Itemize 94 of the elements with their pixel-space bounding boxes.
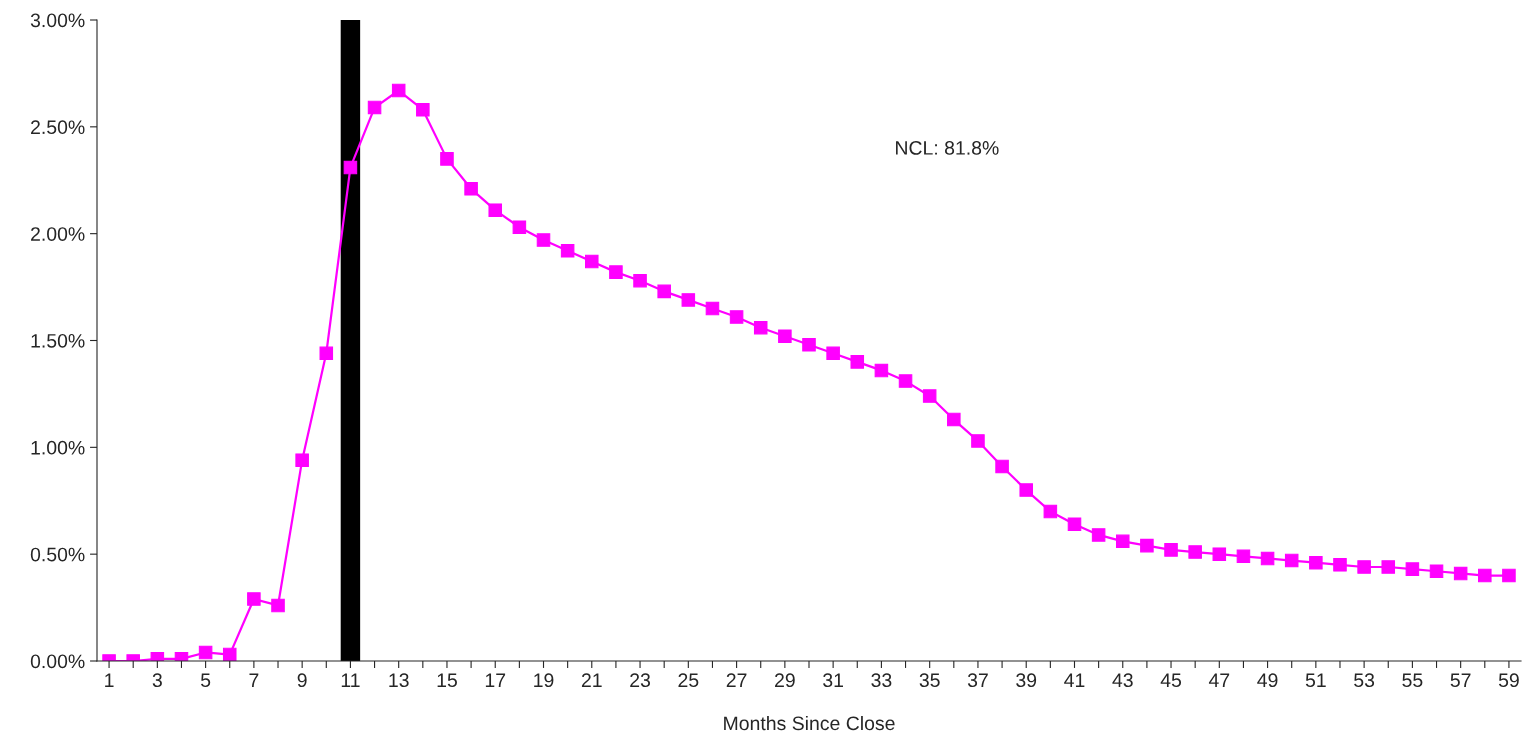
point	[1188, 545, 1202, 559]
x-tick-label: 27	[726, 673, 747, 687]
x-tick-label: 47	[1208, 673, 1230, 687]
point	[1260, 551, 1275, 566]
point	[560, 243, 575, 258]
x-tick-label: 9	[297, 673, 307, 688]
point	[874, 363, 889, 378]
point	[995, 459, 1009, 474]
point	[1115, 534, 1130, 549]
point	[440, 152, 454, 166]
point	[850, 355, 865, 369]
point	[1502, 568, 1516, 583]
point	[657, 284, 671, 299]
point	[1019, 483, 1033, 497]
x-tick-label: 59	[1498, 673, 1519, 688]
x-tick-label: 35	[919, 673, 940, 688]
point	[633, 273, 647, 288]
x-tick-label: 41	[1064, 673, 1085, 687]
point	[391, 83, 406, 98]
x-tick-label: 5	[200, 673, 211, 688]
point	[1067, 517, 1082, 532]
point	[802, 338, 816, 352]
point	[319, 346, 334, 361]
point	[416, 102, 430, 117]
y-tick-label: 2.50%	[31, 120, 85, 135]
x-tick-label: 31	[823, 673, 843, 688]
point	[681, 293, 696, 307]
point	[1309, 555, 1323, 570]
x-tick-label: 15	[437, 673, 457, 688]
point	[778, 329, 792, 343]
point	[1284, 553, 1299, 568]
x-tick-label: 7	[249, 673, 259, 687]
x-tick-label: 17	[485, 673, 506, 687]
point	[1381, 560, 1396, 574]
y-tick-label: 1.50%	[31, 333, 85, 348]
point	[198, 645, 213, 660]
point	[488, 203, 503, 217]
point	[1357, 560, 1371, 574]
point	[705, 301, 720, 316]
point	[898, 374, 913, 388]
point	[343, 160, 358, 175]
point	[1212, 547, 1227, 561]
x-tick-label: 43	[1112, 673, 1133, 688]
point	[536, 233, 551, 247]
point	[1091, 528, 1106, 542]
x-tick-label: 37	[967, 673, 988, 688]
point	[367, 100, 382, 115]
point	[1164, 543, 1178, 557]
y-tick-label: 2.00%	[31, 227, 85, 241]
x-tick-label: 19	[534, 673, 554, 688]
x-tick-label: 25	[678, 673, 699, 688]
point	[1043, 504, 1058, 519]
x-tick-label: 57	[1450, 673, 1471, 688]
y-tick-label: 1.00%	[31, 440, 85, 455]
point	[922, 389, 937, 403]
y-tick-label: 0.50%	[30, 547, 85, 562]
x-axis-title: Months Since Close	[724, 715, 895, 731]
point	[826, 346, 840, 361]
point	[271, 598, 285, 613]
point	[729, 310, 744, 324]
point	[971, 434, 985, 448]
y-tick-label: 3.00%	[30, 13, 85, 28]
x-tick-label: 33	[871, 673, 892, 688]
point	[609, 265, 623, 279]
x-tick-label: 23	[630, 673, 651, 688]
point	[464, 182, 478, 196]
x-tick-label: 11	[341, 673, 360, 687]
point	[1333, 558, 1347, 572]
x-tick-label: 55	[1402, 673, 1423, 688]
point	[1478, 568, 1492, 583]
point	[222, 647, 237, 661]
x-tick-label: 3	[152, 673, 162, 688]
point	[1405, 562, 1420, 576]
y-tick-label: 0.00%	[30, 654, 85, 669]
point	[1236, 549, 1251, 564]
x-tick-label: 21	[581, 673, 602, 687]
x-tick-label: 13	[389, 673, 409, 688]
x-tick-label: 45	[1160, 673, 1182, 688]
point	[947, 412, 961, 427]
point	[753, 320, 768, 335]
x-tick-label: 39	[1016, 673, 1037, 688]
point	[1453, 566, 1468, 581]
x-tick-label: 53	[1354, 673, 1375, 688]
x-tick-label: 29	[775, 673, 795, 688]
x-tick-label: 49	[1257, 673, 1278, 688]
point	[512, 220, 527, 235]
annotation: NCL: 81.8%	[896, 141, 999, 155]
x-tick-label: 51	[1305, 673, 1326, 688]
point	[1140, 538, 1154, 553]
x-tick-label: 1	[105, 673, 114, 687]
point	[295, 453, 309, 467]
point	[1429, 564, 1444, 579]
point	[585, 254, 599, 269]
point	[247, 592, 261, 606]
